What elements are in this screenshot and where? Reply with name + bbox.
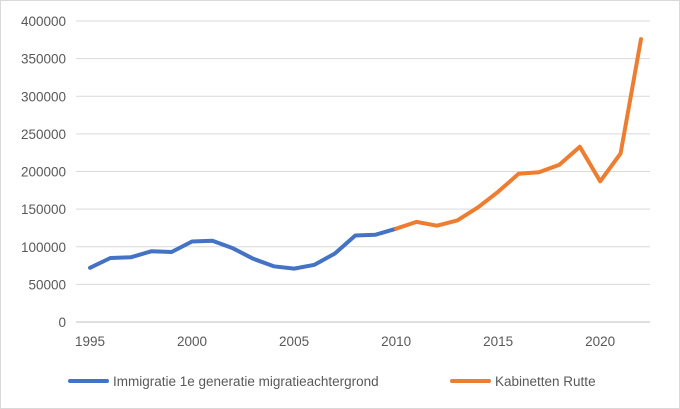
x-tick-label: 2015 bbox=[483, 334, 513, 349]
legend-item-2: Kabinetten Rutte bbox=[450, 374, 596, 389]
x-axis-ticks: 1995 2000 2005 2010 2015 2020 bbox=[75, 334, 615, 349]
y-tick-label: 50000 bbox=[28, 277, 66, 292]
legend-label: Kabinetten Rutte bbox=[495, 374, 596, 389]
y-tick-label: 100000 bbox=[21, 240, 66, 255]
x-tick-label: 2020 bbox=[585, 334, 615, 349]
gridlines bbox=[76, 20, 650, 285]
series-line-1 bbox=[88, 226, 399, 271]
y-tick-label: 400000 bbox=[21, 14, 66, 29]
y-tick-label: 250000 bbox=[21, 127, 66, 142]
series-lines bbox=[88, 37, 643, 271]
y-tick-label: 0 bbox=[58, 315, 66, 330]
legend: Immigratie 1e generatie migratieachtergr… bbox=[68, 374, 596, 389]
y-axis-ticks: 0 50000 100000 150000 200000 250000 300000 3500… bbox=[21, 14, 66, 330]
legend-label: Immigratie 1e generatie migratieachtergr… bbox=[113, 374, 379, 389]
y-tick-label: 300000 bbox=[21, 89, 66, 104]
x-tick-label: 1995 bbox=[75, 334, 105, 349]
y-tick-label: 350000 bbox=[21, 52, 66, 67]
x-tick-label: 2000 bbox=[177, 334, 207, 349]
series-line-2 bbox=[394, 37, 643, 231]
y-tick-label: 150000 bbox=[21, 202, 66, 217]
x-tick-label: 2005 bbox=[279, 334, 309, 349]
legend-item-1: Immigratie 1e generatie migratieachtergr… bbox=[68, 374, 379, 389]
x-tick-label: 2010 bbox=[381, 334, 411, 349]
y-tick-label: 200000 bbox=[21, 165, 66, 180]
